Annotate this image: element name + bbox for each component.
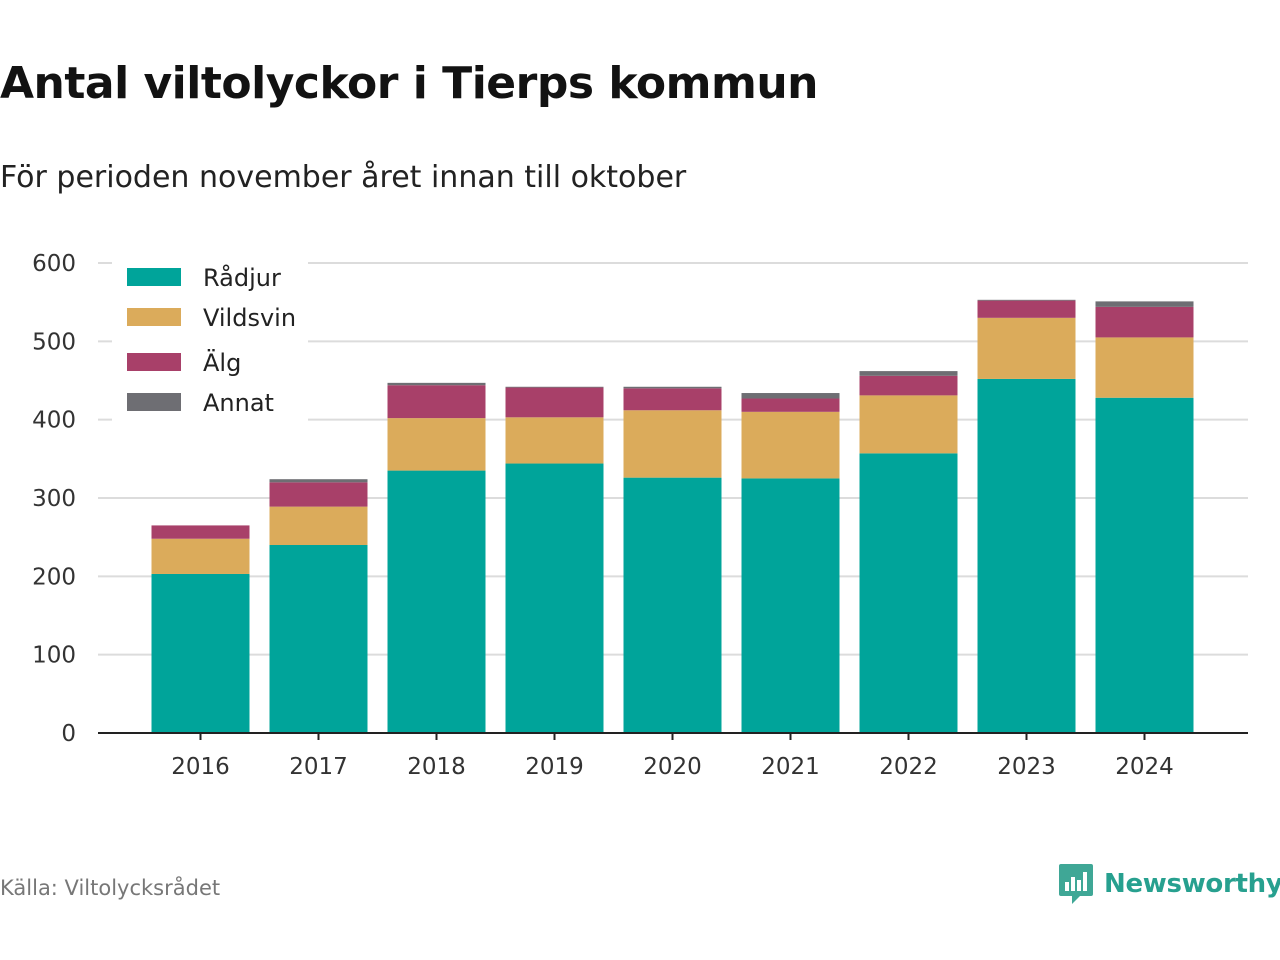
legend-swatch <box>127 308 181 326</box>
y-tick-label: 600 <box>32 251 76 277</box>
bar-segment <box>859 375 958 396</box>
y-tick-label: 0 <box>61 721 76 747</box>
bar-segment <box>623 410 722 478</box>
bar-segment <box>1095 397 1194 733</box>
bar-segment <box>623 388 722 411</box>
legend-label: Älg <box>203 348 241 377</box>
legend-label: Annat <box>203 389 274 417</box>
bar-segment <box>859 453 958 733</box>
x-tick-label: 2019 <box>525 754 584 780</box>
bar-segment <box>623 477 722 733</box>
bar-segment <box>977 299 1076 301</box>
y-axis: 0 100 200 300 400 500 600 <box>32 251 76 747</box>
bar-segment <box>859 395 958 454</box>
legend: Rådjur Vildsvin Älg Annat <box>112 252 308 424</box>
y-tick-label: 500 <box>32 329 76 355</box>
bar-segment <box>623 386 722 389</box>
bar-segment <box>387 418 486 471</box>
bar-segment <box>269 479 368 483</box>
brand-logo: Newsworthy <box>1058 862 1280 906</box>
legend-swatch <box>127 353 181 371</box>
newsworthy-logo-icon <box>1059 864 1093 904</box>
brand-name: Newsworthy <box>1104 869 1280 899</box>
y-tick-label: 200 <box>32 564 76 590</box>
y-tick-label: 400 <box>32 408 76 434</box>
bar-segment <box>505 386 604 388</box>
bar-segment <box>151 525 250 539</box>
bar-segment <box>269 482 368 507</box>
bar-segment <box>387 382 486 386</box>
bar-segment <box>387 385 486 419</box>
bar-segment <box>859 371 958 376</box>
chart-subtitle: För perioden november året innan till ok… <box>0 160 687 195</box>
x-tick-label: 2021 <box>761 754 820 780</box>
bar-segment <box>151 538 250 574</box>
y-tick-label: 300 <box>32 486 76 512</box>
bar-segment <box>741 478 840 733</box>
bar-segment <box>269 545 368 733</box>
bar-segment <box>977 378 1076 733</box>
x-tick-label: 2016 <box>171 754 230 780</box>
bar-segment <box>741 411 840 479</box>
bar-segment <box>505 417 604 464</box>
x-tick-label: 2017 <box>289 754 348 780</box>
bar-segment <box>505 387 604 418</box>
x-tick-label: 2024 <box>1115 754 1174 780</box>
x-tick-label: 2022 <box>879 754 938 780</box>
bar-segment <box>1095 306 1194 338</box>
x-tick-label: 2023 <box>997 754 1056 780</box>
bar-segment <box>269 506 368 545</box>
bar-segment <box>1095 301 1194 307</box>
bar-segment <box>977 300 1076 318</box>
bars <box>151 299 1194 733</box>
legend-swatch <box>127 268 181 286</box>
x-axis: 2016 2017 2018 2019 2020 2021 2022 2023 2024 <box>98 732 1248 780</box>
legend-label: Vildsvin <box>203 304 296 332</box>
bar-segment <box>505 463 604 733</box>
legend-swatch <box>127 393 181 411</box>
source-note: Källa: Viltolycksrådet <box>0 876 221 900</box>
bar-segment <box>741 398 840 412</box>
x-tick-label: 2020 <box>643 754 702 780</box>
y-tick-label: 100 <box>32 643 76 669</box>
bar-segment <box>741 393 840 399</box>
legend-label: Rådjur <box>203 263 281 292</box>
bar-segment <box>151 573 250 733</box>
bar-segment <box>1095 337 1194 398</box>
bar-segment <box>977 317 1076 379</box>
chart-title: Antal viltolyckor i Tierps kommun <box>0 58 818 109</box>
bar-segment <box>387 470 486 733</box>
x-tick-label: 2018 <box>407 754 466 780</box>
